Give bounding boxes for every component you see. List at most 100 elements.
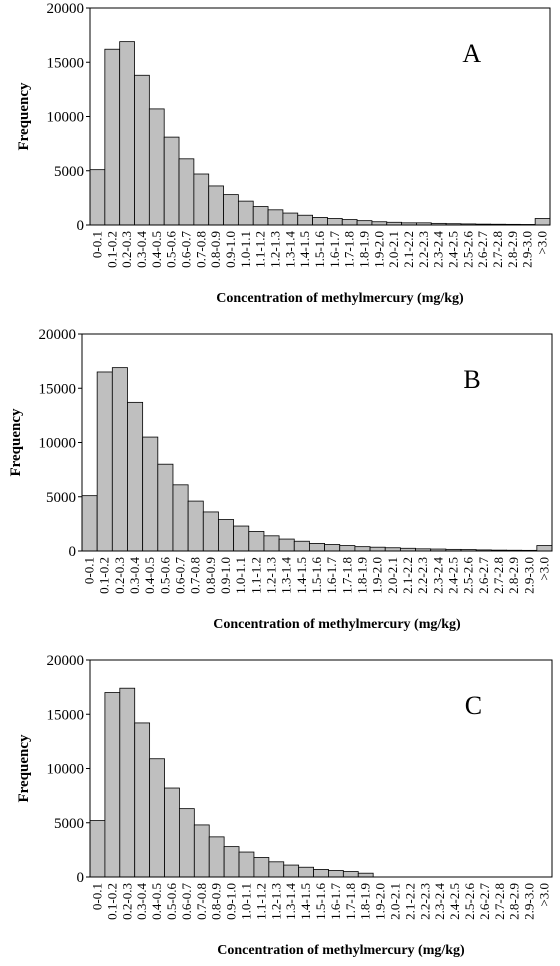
x-tick-label: 2.9-3.0 xyxy=(520,231,535,268)
x-tick-label: 0.5-0.6 xyxy=(157,557,172,594)
x-tick-label: 2.9-3.0 xyxy=(522,883,537,920)
panel-label: C xyxy=(465,691,482,720)
x-tick-label: 1.9-2.0 xyxy=(373,883,388,920)
bar xyxy=(149,758,165,878)
x-tick-label: >3.0 xyxy=(537,883,552,907)
x-tick-label: 0.6-0.7 xyxy=(173,557,188,594)
x-tick-label: 1.6-1.7 xyxy=(328,883,343,920)
x-tick-label: 1.3-1.4 xyxy=(279,557,294,594)
bar xyxy=(111,367,128,552)
x-tick-label: 1.4-1.5 xyxy=(298,883,313,920)
y-tick-label: 20000 xyxy=(47,1,85,17)
x-tick-label: 1.8-1.9 xyxy=(358,883,373,920)
x-axis-label: Concentration of methylmercury (mg/kg) xyxy=(217,943,465,958)
x-tick-label: 2.6-2.7 xyxy=(477,883,492,920)
bar xyxy=(163,136,180,226)
x-tick-label: 2.7-2.8 xyxy=(490,231,505,268)
x-tick-label: 0.3-0.4 xyxy=(134,231,149,268)
bar xyxy=(223,846,240,878)
bar xyxy=(89,820,106,878)
bar xyxy=(178,158,195,226)
y-tick-label: 5000 xyxy=(54,816,84,832)
x-tick-label: 0.9-1.0 xyxy=(218,557,233,594)
y-tick-label: 0 xyxy=(69,544,77,560)
x-tick-label: 2.4-2.5 xyxy=(446,231,461,268)
y-tick-label: 20000 xyxy=(47,653,85,669)
x-tick-label: 1.9-2.0 xyxy=(370,557,385,594)
x-tick-label: 2.0-2.1 xyxy=(386,231,401,268)
y-tick-label: 10000 xyxy=(39,436,77,452)
x-tick-label: 2.6-2.7 xyxy=(475,231,490,268)
bar xyxy=(312,217,328,226)
x-tick-label: 0.4-0.5 xyxy=(149,231,164,268)
bar xyxy=(369,546,386,552)
bar xyxy=(187,500,204,552)
x-tick-label: 2.8-2.9 xyxy=(505,231,520,268)
x-tick-label: 2.4-2.5 xyxy=(447,883,462,920)
bar xyxy=(282,212,299,226)
x-tick-label: 0.1-0.2 xyxy=(97,557,112,594)
y-tick-label: 5000 xyxy=(54,164,84,180)
plot-frame xyxy=(89,659,553,878)
bar xyxy=(293,540,310,552)
bar xyxy=(223,194,239,226)
x-tick-label: 0.2-0.3 xyxy=(112,557,127,594)
x-tick-label: 1.2-1.3 xyxy=(268,883,283,920)
x-tick-label: 1.2-1.3 xyxy=(267,231,282,268)
bar xyxy=(127,401,144,552)
bar xyxy=(356,220,373,226)
x-tick-label: 2.2-2.3 xyxy=(417,883,432,920)
x-tick-label: 0.1-0.2 xyxy=(104,883,119,920)
x-tick-label: 0.9-1.0 xyxy=(223,231,238,268)
x-tick-label: 2.0-2.1 xyxy=(385,557,400,594)
x-tick-label: 1.3-1.4 xyxy=(282,231,297,268)
bar xyxy=(283,864,300,878)
y-tick-label: 15000 xyxy=(39,381,77,397)
x-tick-label: 1.7-1.8 xyxy=(342,231,357,268)
y-tick-label: 10000 xyxy=(47,110,85,126)
x-tick-label: 2.1-2.2 xyxy=(402,883,417,920)
bar xyxy=(134,722,151,878)
x-tick-label: 1.4-1.5 xyxy=(294,557,309,594)
bar xyxy=(157,463,174,552)
panel-label: B xyxy=(463,365,480,394)
bar xyxy=(324,544,341,552)
x-tick-label: 0.7-0.8 xyxy=(193,231,208,268)
plot-frame xyxy=(89,7,551,226)
bar xyxy=(313,869,329,878)
bar xyxy=(357,872,374,878)
bar xyxy=(208,185,224,226)
x-axis-label: Concentration of methylmercury (mg/kg) xyxy=(216,291,464,306)
bar xyxy=(339,545,356,552)
x-tick-label: 0.6-0.7 xyxy=(178,231,193,268)
x-tick-label: 0.7-0.8 xyxy=(188,557,203,594)
x-tick-label: 0-0.1 xyxy=(89,231,104,258)
bar xyxy=(342,871,359,878)
x-tick-label: 0.8-0.9 xyxy=(203,557,218,594)
x-tick-label: 2.2-2.3 xyxy=(415,557,430,594)
bar xyxy=(237,200,254,226)
x-tick-label: 2.3-2.4 xyxy=(432,883,447,920)
x-tick-label: 1.4-1.5 xyxy=(297,231,312,268)
bar xyxy=(309,543,325,552)
x-tick-label: 1.3-1.4 xyxy=(283,883,298,920)
x-tick-label: 2.2-2.3 xyxy=(416,231,431,268)
y-tick-label: 20000 xyxy=(39,327,77,343)
x-tick-label: 0-0.1 xyxy=(82,557,97,584)
x-tick-label: 1.8-1.9 xyxy=(357,231,372,268)
x-tick-label: 1.7-1.8 xyxy=(343,883,358,920)
bar xyxy=(238,851,255,878)
bar xyxy=(263,535,280,552)
bar xyxy=(119,41,135,226)
x-tick-label: 0.9-1.0 xyxy=(224,883,239,920)
x-tick-label: 1.6-1.7 xyxy=(327,231,342,268)
bar xyxy=(253,857,270,878)
y-tick-label: 0 xyxy=(77,870,85,886)
bar xyxy=(328,870,344,878)
x-tick-label: 2.4-2.5 xyxy=(445,557,460,594)
x-tick-label: 2.8-2.9 xyxy=(506,557,521,594)
bar xyxy=(534,218,551,226)
x-tick-label: 0.4-0.5 xyxy=(149,883,164,920)
bar xyxy=(104,48,121,226)
bar xyxy=(268,861,285,878)
